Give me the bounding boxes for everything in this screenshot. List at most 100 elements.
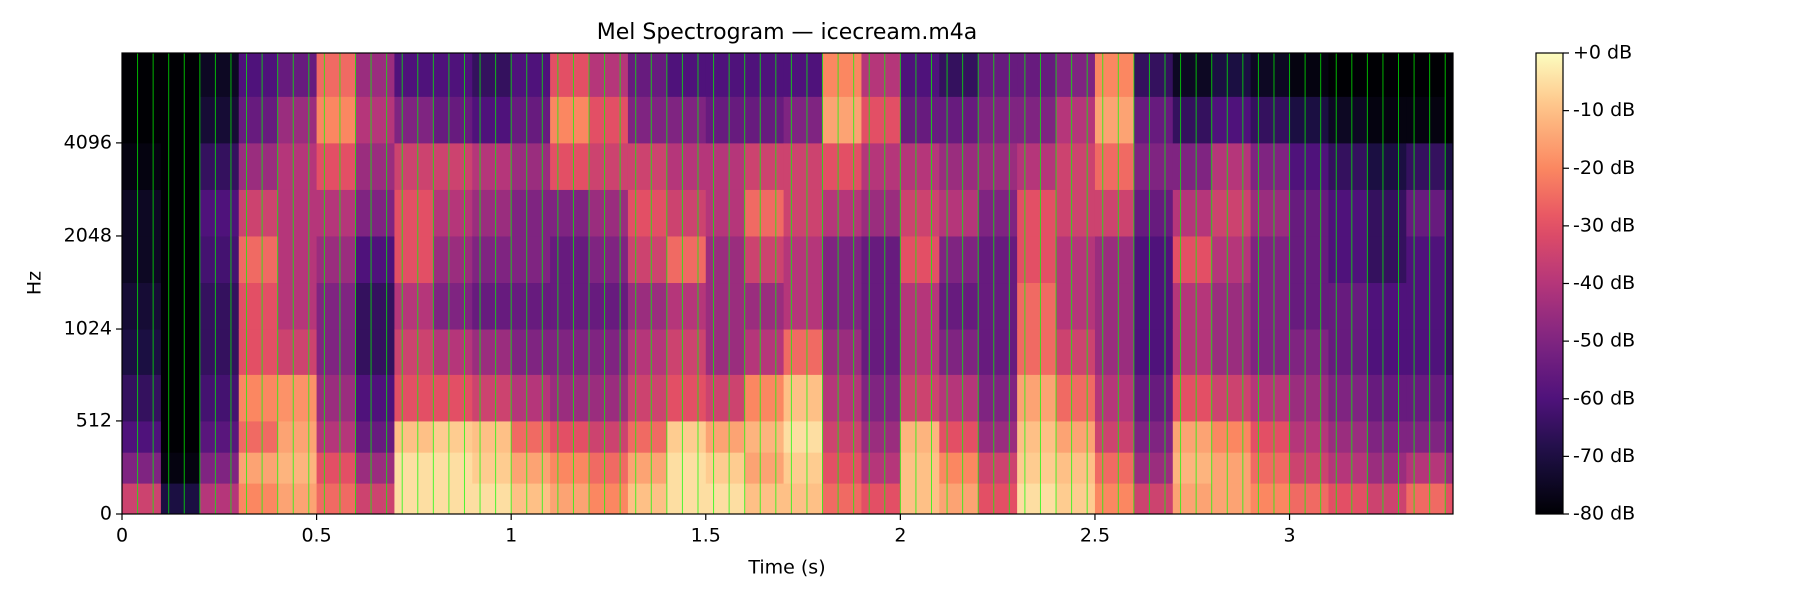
cell <box>316 282 357 330</box>
cell <box>355 420 395 453</box>
colorbar-tick-label: -20 dB <box>1573 157 1635 179</box>
cell <box>705 374 746 422</box>
cell <box>822 282 862 330</box>
cell <box>900 142 940 190</box>
cell <box>1406 235 1446 284</box>
cell <box>355 282 395 330</box>
cell <box>550 235 590 284</box>
cell <box>1289 329 1329 375</box>
cell <box>1250 374 1291 422</box>
cell <box>1211 96 1252 144</box>
cell <box>433 96 473 144</box>
cell <box>783 189 824 237</box>
cell <box>1211 235 1252 284</box>
cell <box>472 235 512 284</box>
cell <box>900 235 940 284</box>
x-tick-label: 3 <box>1283 525 1295 547</box>
cell <box>1250 53 1291 97</box>
cell <box>1094 374 1135 422</box>
colorbar <box>1535 52 1564 515</box>
cell <box>238 483 279 515</box>
cell <box>160 483 201 515</box>
cell <box>1289 452 1329 484</box>
cell <box>199 329 240 375</box>
cell <box>199 420 240 453</box>
cell <box>1172 483 1213 515</box>
cell <box>394 329 434 375</box>
cell <box>550 96 590 144</box>
cell <box>1133 452 1174 484</box>
cell <box>861 235 901 284</box>
cell <box>238 282 279 330</box>
cell <box>1367 96 1407 144</box>
cell <box>1211 420 1252 453</box>
cell <box>589 329 629 375</box>
cell <box>511 96 551 144</box>
x-tick-label: 2 <box>894 525 906 547</box>
cell <box>1406 282 1446 330</box>
cell <box>705 142 746 190</box>
cell <box>1017 374 1057 422</box>
cell <box>1094 142 1135 190</box>
cell <box>394 420 434 453</box>
cell <box>1406 452 1446 484</box>
cell <box>1172 142 1213 190</box>
cell <box>122 96 162 144</box>
cell <box>277 189 318 237</box>
cell <box>939 96 979 144</box>
cell <box>1094 53 1135 97</box>
cell <box>238 96 279 144</box>
cell <box>199 96 240 144</box>
cell <box>1328 329 1368 375</box>
cell <box>861 374 901 422</box>
cell <box>1250 96 1291 144</box>
cell <box>472 374 512 422</box>
cell <box>122 282 162 330</box>
cell <box>1328 420 1368 453</box>
cell <box>1017 483 1057 515</box>
cell <box>511 282 551 330</box>
cell <box>277 420 318 453</box>
cell <box>1094 96 1135 144</box>
cell <box>199 483 240 515</box>
cell <box>589 374 629 422</box>
cell <box>783 452 824 484</box>
cell <box>1406 142 1446 190</box>
cell <box>1056 374 1096 422</box>
cell <box>1133 282 1174 330</box>
cell <box>1250 329 1291 375</box>
cell <box>1211 483 1252 515</box>
cell <box>1367 235 1407 284</box>
cell <box>316 329 357 375</box>
cell <box>122 483 162 515</box>
cell <box>978 420 1018 453</box>
cell <box>355 189 395 237</box>
cell <box>1445 374 1454 422</box>
cell <box>627 329 668 375</box>
cell <box>1056 96 1096 144</box>
cell <box>394 96 434 144</box>
x-axis-label: Time (s) <box>747 557 825 579</box>
y-tick-label: 1024 <box>64 318 112 340</box>
cell <box>589 142 629 190</box>
cell <box>589 235 629 284</box>
cell <box>199 189 240 237</box>
cell <box>666 96 707 144</box>
cell <box>1017 282 1057 330</box>
cell <box>316 420 357 453</box>
cell <box>238 374 279 422</box>
cell <box>1445 420 1454 453</box>
cell <box>1367 483 1407 515</box>
cell <box>1406 189 1446 237</box>
cell <box>589 483 629 515</box>
cell <box>783 374 824 422</box>
cell <box>1211 142 1252 190</box>
cell <box>627 282 668 330</box>
cell <box>277 329 318 375</box>
cell <box>199 53 240 97</box>
x-tick-label: 1.5 <box>691 525 721 547</box>
cell <box>900 282 940 330</box>
x-tick-label: 1 <box>505 525 517 547</box>
cell <box>705 420 746 453</box>
cell <box>744 282 785 330</box>
